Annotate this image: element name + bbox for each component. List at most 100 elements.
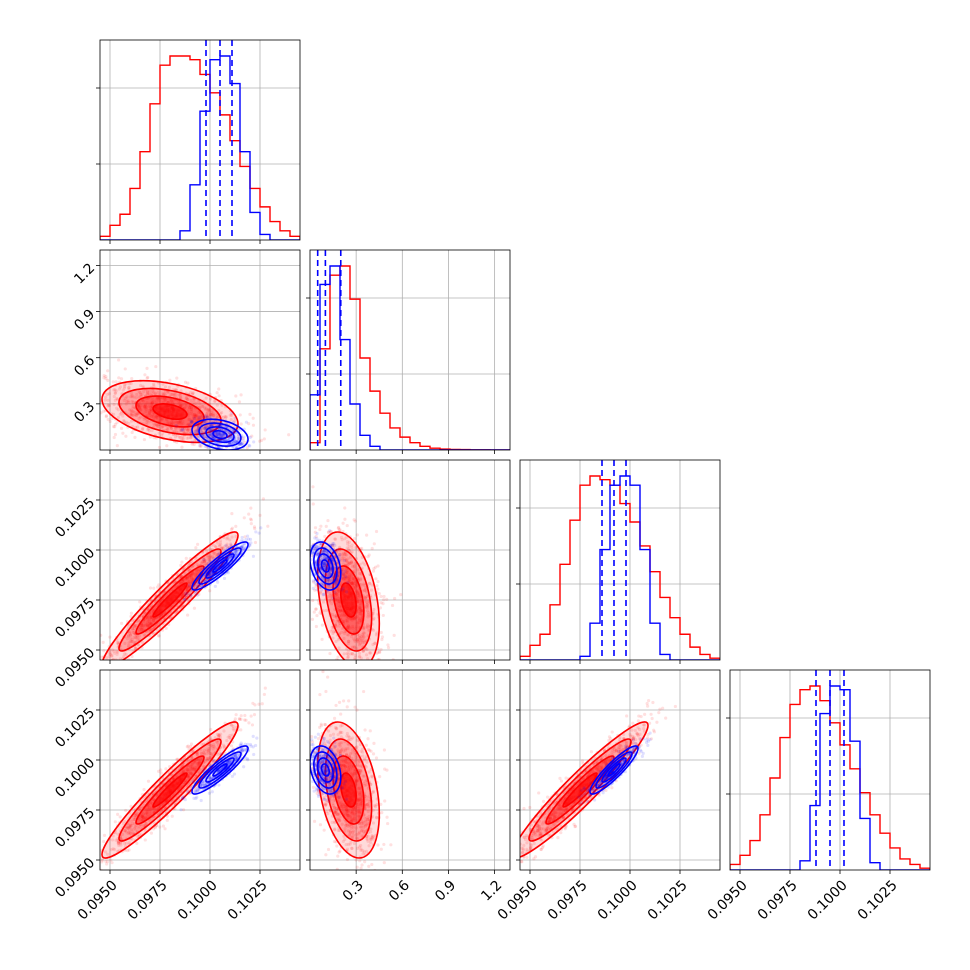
scatter-point — [181, 757, 185, 762]
scatter-point — [194, 401, 198, 405]
scatter-point — [358, 608, 362, 612]
scatter-point — [202, 560, 206, 564]
scatter-point — [146, 779, 151, 783]
scatter-point — [330, 585, 334, 589]
scatter-point — [217, 423, 221, 427]
scatter-point — [73, 400, 76, 403]
scatter-point — [140, 625, 144, 629]
scatter-point — [143, 812, 148, 816]
scatter-point — [125, 420, 129, 424]
scatter-point — [262, 437, 266, 441]
scatter-point — [249, 506, 253, 510]
scatter-point — [232, 440, 236, 444]
scatter-point — [124, 841, 128, 845]
scatter-point — [123, 396, 128, 400]
scatter-point — [355, 589, 359, 593]
scatter-point — [190, 762, 194, 766]
scatter-point — [197, 569, 201, 574]
panel-frame — [309, 459, 511, 661]
scatter-point — [170, 421, 174, 425]
scatter-point — [153, 391, 157, 395]
scatter-point — [322, 555, 326, 559]
scatter-point — [341, 551, 346, 555]
scatter-point — [345, 677, 348, 680]
scatter-point — [242, 435, 246, 439]
scatter-point — [331, 671, 334, 674]
scatter-point — [202, 426, 206, 431]
scatter-point — [122, 655, 126, 659]
scatter-point — [209, 428, 213, 433]
panel-content — [100, 686, 267, 870]
scatter-point — [186, 428, 190, 432]
scatter-point — [149, 617, 153, 621]
scatter-point — [149, 409, 153, 413]
scatter-point — [335, 548, 339, 552]
scatter-point — [204, 414, 208, 418]
scatter-point — [153, 392, 157, 396]
scatter-point — [147, 408, 151, 413]
scatter-point — [198, 444, 202, 448]
scatter-point — [213, 412, 218, 416]
scatter-point — [313, 526, 318, 530]
scatter-point — [152, 390, 156, 394]
scatter-point — [129, 611, 134, 615]
scatter-point — [128, 636, 133, 640]
scatter-point — [315, 531, 319, 536]
scatter-point — [159, 768, 163, 772]
scatter-point — [154, 423, 158, 427]
scatter-point — [130, 829, 134, 833]
scatter-point — [374, 577, 378, 581]
scatter-point — [369, 588, 374, 592]
scatter-point — [357, 633, 361, 638]
scatter-point — [189, 593, 193, 597]
scatter-point — [364, 590, 368, 594]
scatter-point — [192, 606, 197, 610]
scatter-point — [197, 585, 201, 589]
scatter-point — [148, 389, 152, 393]
scatter-point — [346, 655, 350, 659]
contour-blue — [310, 541, 342, 591]
scatter-point — [154, 415, 158, 419]
scatter-point — [94, 399, 97, 402]
scatter-point — [222, 729, 226, 733]
scatter-point — [360, 640, 364, 644]
scatter-point — [156, 585, 160, 589]
scatter-point — [137, 390, 141, 394]
scatter-point — [318, 558, 322, 563]
scatter-point — [365, 533, 369, 537]
scatter-point — [341, 586, 345, 590]
scatter-point — [104, 859, 108, 864]
scatter-point — [243, 535, 247, 539]
scatter-point — [344, 553, 349, 557]
scatter-point — [230, 723, 234, 727]
scatter-point — [372, 684, 375, 687]
scatter-point — [363, 588, 367, 592]
scatter-point — [241, 437, 245, 441]
scatter-point — [359, 612, 363, 616]
scatter-point — [133, 825, 137, 829]
scatter-point — [218, 431, 222, 435]
scatter-point — [162, 392, 166, 396]
scatter-point — [172, 393, 176, 397]
scatter-point — [207, 557, 211, 561]
panel-content — [73, 358, 291, 450]
scatter-point — [357, 606, 361, 610]
scatter-point — [342, 670, 345, 673]
scatter-point — [207, 431, 211, 436]
scatter-point — [189, 407, 193, 412]
scatter-point — [367, 581, 371, 585]
scatter-point — [136, 404, 140, 408]
scatter-point — [209, 573, 213, 577]
scatter-point — [141, 624, 145, 628]
scatter-point — [165, 818, 169, 822]
scatter-point — [353, 569, 357, 574]
scatter-point — [190, 575, 194, 580]
scatter-point — [212, 440, 216, 444]
scatter-point — [133, 828, 138, 832]
scatter-point — [357, 592, 361, 597]
scatter-point — [222, 746, 226, 750]
scatter-point — [150, 401, 154, 405]
scatter-point — [343, 685, 346, 688]
scatter-point — [328, 598, 332, 603]
scatter-point — [378, 650, 382, 654]
